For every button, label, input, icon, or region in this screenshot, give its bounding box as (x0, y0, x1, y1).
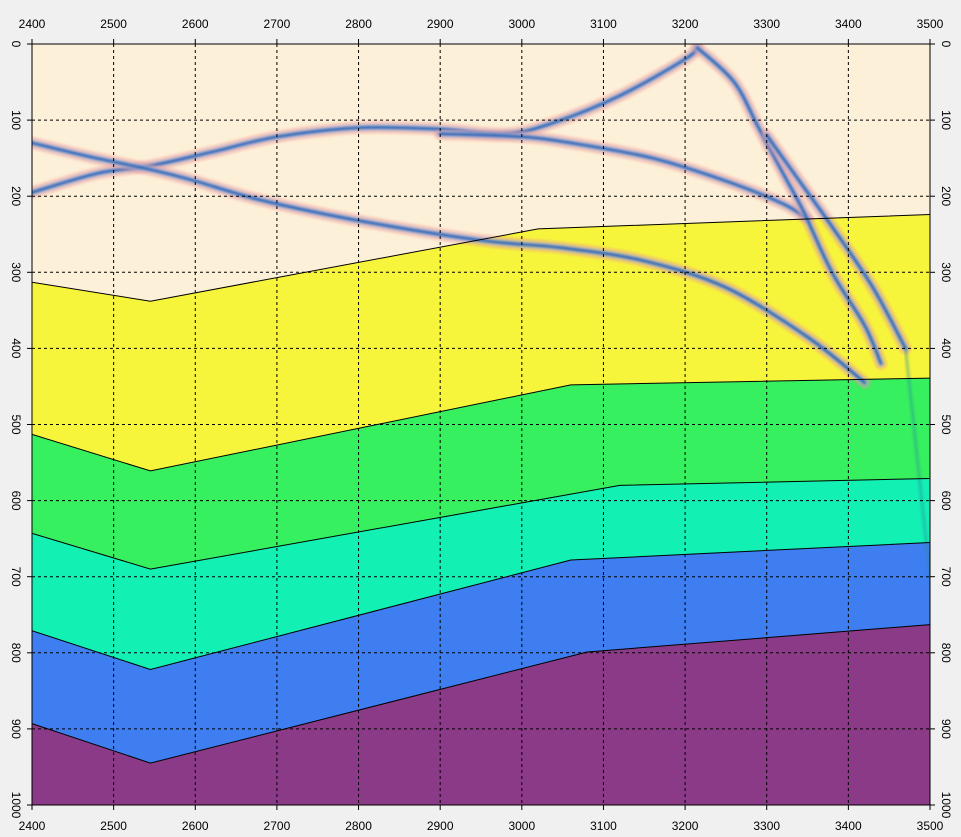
event-2 (32, 136, 871, 389)
x-tick-label-bottom: 2900 (427, 819, 454, 833)
wavefield-events (32, 44, 930, 579)
x-tick-label-bottom: 2400 (19, 819, 46, 833)
x-tick-label-bottom: 3300 (753, 819, 780, 833)
x-tick-label-top: 2700 (264, 17, 291, 31)
boundary-3 (32, 478, 930, 570)
x-axis-top: 2400 2500 2600 2700 2800 2900 3000 3100 3200 3300… (19, 17, 944, 44)
x-tick-label-bottom: 2700 (264, 819, 291, 833)
event-3 (434, 127, 814, 225)
event-4 (691, 44, 887, 370)
x-tick-label-bottom: 3200 (672, 819, 699, 833)
y-tick-label-left: 400 (9, 338, 23, 358)
layer-boundaries (32, 214, 930, 764)
x-tick-label-top: 3100 (590, 17, 617, 31)
y-tick-label-left: 100 (9, 110, 23, 130)
y-tick-label-right: 0 (939, 41, 953, 48)
y-tick-label-left: 500 (9, 414, 23, 434)
y-axis-left: 0 100 200 300 400 500 600 700 800 900 1000 (9, 41, 32, 819)
y-tick-label-left: 700 (9, 567, 23, 587)
plot-area (32, 44, 930, 805)
x-tick-label-bottom: 3500 (917, 819, 944, 833)
x-tick-label-bottom: 3400 (835, 819, 862, 833)
x-tick-label-bottom: 2800 (345, 819, 372, 833)
y-tick-label-left: 800 (9, 643, 23, 663)
y-tick-label-right: 600 (939, 491, 953, 511)
grid (32, 44, 930, 805)
x-tick-label-bottom: 2500 (100, 819, 127, 833)
y-tick-label-right: 700 (939, 567, 953, 587)
x-tick-label-top: 3000 (508, 17, 535, 31)
layer-6-fill (32, 624, 930, 805)
y-tick-label-right: 500 (939, 414, 953, 434)
x-axis-bottom: 2400 2500 2600 2700 2800 2900 3000 3100 3200 3300… (19, 805, 944, 833)
y-tick-label-left: 600 (9, 491, 23, 511)
y-tick-label-right: 200 (939, 186, 953, 206)
x-tick-label-top: 3300 (753, 17, 780, 31)
x-tick-label-top: 2900 (427, 17, 454, 31)
y-tick-label-right: 1000 (939, 792, 953, 819)
x-tick-label-top: 3400 (835, 17, 862, 31)
x-tick-label-top: 3200 (672, 17, 699, 31)
boundary-5 (32, 624, 930, 764)
y-tick-label-right: 400 (939, 338, 953, 358)
event-6 (904, 346, 930, 579)
y-tick-label-right: 800 (939, 643, 953, 663)
y-tick-label-right: 900 (939, 719, 953, 739)
x-tick-label-top: 2600 (182, 17, 209, 31)
y-tick-label-right: 100 (939, 110, 953, 130)
x-tick-label-top: 2500 (100, 17, 127, 31)
x-tick-label-bottom: 2600 (182, 819, 209, 833)
velocity-layers (32, 44, 930, 805)
x-tick-label-top: 3500 (917, 17, 944, 31)
y-axis-right: 0 100 200 300 400 500 600 700 800 900 1000 (930, 41, 953, 819)
y-tick-label-left: 300 (9, 262, 23, 282)
x-tick-label-bottom: 3000 (508, 819, 535, 833)
event-5 (760, 129, 912, 355)
y-tick-label-left: 0 (9, 41, 23, 48)
x-tick-label-top: 2400 (19, 17, 46, 31)
y-tick-label-left: 900 (9, 719, 23, 739)
y-tick-label-left: 200 (9, 186, 23, 206)
y-tick-label-right: 300 (939, 262, 953, 282)
x-tick-label-top: 2800 (345, 17, 372, 31)
boundary-2 (32, 377, 930, 472)
x-tick-label-bottom: 3100 (590, 819, 617, 833)
boundary-4 (32, 542, 930, 671)
boundary-1 (32, 214, 930, 302)
y-tick-label-left: 1000 (9, 792, 23, 819)
